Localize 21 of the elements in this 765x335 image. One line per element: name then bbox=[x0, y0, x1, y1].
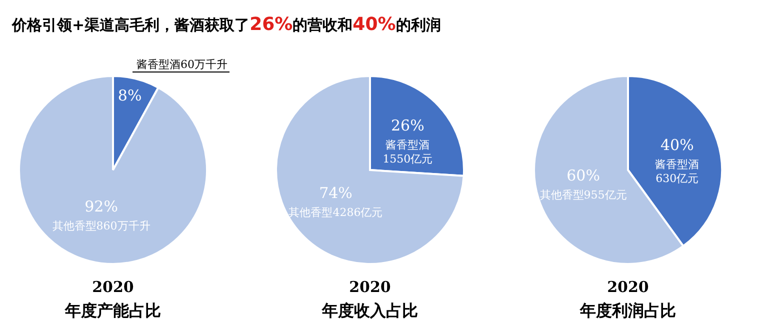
text: 2020 bbox=[92, 278, 134, 296]
text: 年度产能占比 bbox=[64, 301, 161, 320]
text: 2020 bbox=[607, 278, 649, 296]
data-label: 60% bbox=[566, 166, 600, 185]
data-label: 26% bbox=[391, 116, 424, 135]
data-label: 74% bbox=[319, 184, 352, 202]
slice-label: 其他香型4286亿元 bbox=[288, 206, 383, 220]
data-label: 8% bbox=[118, 86, 142, 104]
data-label: 40% bbox=[660, 136, 694, 154]
data-label: 92% bbox=[84, 198, 118, 216]
slice-label: 酱香型酒60万千升 bbox=[136, 58, 228, 71]
text: 年度利润占比 bbox=[579, 301, 676, 320]
slice-label: 其他香型860万千升 bbox=[52, 220, 150, 233]
pie-slice bbox=[275, 75, 465, 265]
text: 价格引领+渠道高毛利，酱酒获取了26%的营收和40%的利润 bbox=[11, 14, 441, 35]
text: 2020 bbox=[349, 278, 391, 296]
slice-label: 其他香型955亿元 bbox=[540, 188, 627, 202]
slice-label: 酱香型酒1550亿元 bbox=[382, 138, 433, 166]
pie-slice bbox=[18, 75, 208, 265]
text: 年度收入占比 bbox=[321, 301, 418, 320]
slice-label: 酱香型酒630亿元 bbox=[655, 158, 700, 186]
